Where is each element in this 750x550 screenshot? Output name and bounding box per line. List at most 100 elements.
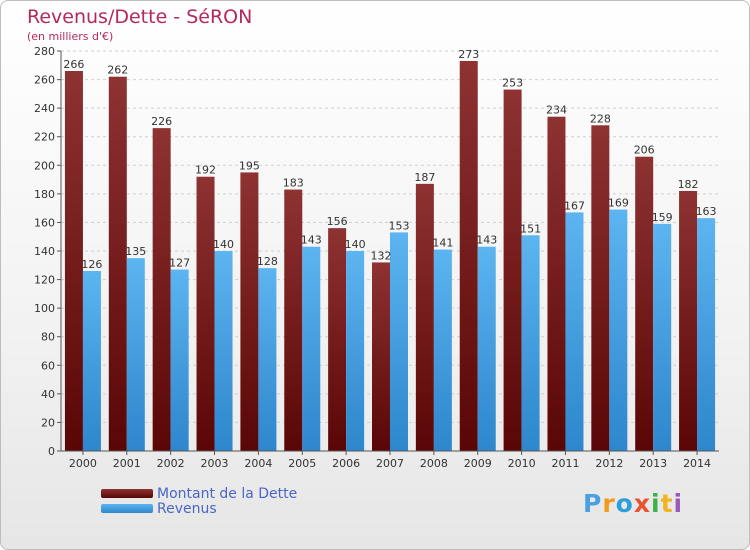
bar-revenue	[521, 235, 540, 451]
y-tick-label: 120	[34, 274, 55, 287]
data-label-revenue: 143	[476, 234, 497, 247]
bar-revenue	[258, 268, 277, 451]
bar-debt	[64, 71, 83, 451]
bars	[64, 61, 716, 452]
bar-debt	[635, 156, 654, 451]
y-tick-label: 240	[34, 102, 55, 115]
bar-debt	[547, 116, 566, 451]
bar-debt	[108, 76, 127, 451]
data-label-revenue: 141	[432, 237, 453, 250]
bar-debt	[503, 89, 522, 452]
bar-revenue	[346, 251, 365, 451]
data-label-debt: 226	[151, 115, 172, 128]
chart-title: Revenus/Dette - SéRON	[27, 6, 253, 28]
legend-label-revenue: Revenus	[157, 500, 217, 517]
legend-item-revenue: Revenus	[101, 500, 297, 517]
data-label-debt: 266	[63, 58, 84, 71]
bar-revenue	[609, 209, 628, 451]
data-label-debt: 234	[546, 104, 567, 117]
data-label-debt: 228	[590, 112, 611, 125]
x-tick-label: 2008	[420, 457, 448, 470]
data-label-revenue: 159	[652, 211, 673, 224]
y-tick-label: 220	[34, 131, 55, 144]
x-tick-label: 2003	[201, 457, 229, 470]
bar-debt	[591, 125, 610, 452]
data-label-debt: 253	[502, 77, 523, 90]
y-tick-label: 280	[34, 45, 55, 58]
x-tick-label: 2001	[113, 457, 141, 470]
y-tick-label: 200	[34, 159, 55, 172]
data-label-debt: 156	[327, 215, 348, 228]
bar-debt	[328, 228, 347, 451]
bar-revenue	[126, 258, 145, 451]
proxiti-logo: Proxiti	[583, 489, 684, 518]
bar-revenue	[214, 251, 233, 451]
bar-revenue	[82, 271, 101, 451]
data-label-debt: 192	[195, 164, 216, 177]
y-tick-label: 260	[34, 74, 55, 87]
bar-debt	[152, 128, 171, 451]
bar-revenue	[390, 232, 408, 451]
bar-revenue	[170, 269, 189, 451]
chart-subtitle: (en milliers d'€)	[27, 30, 114, 43]
x-tick-label: 2007	[376, 457, 404, 470]
bar-debt	[240, 172, 259, 451]
x-tick-label: 2010	[508, 457, 536, 470]
x-tick-label: 2002	[157, 457, 185, 470]
bar-revenue	[697, 218, 716, 451]
data-label-revenue: 126	[81, 258, 102, 271]
legend: Montant de la Dette Revenus	[101, 485, 298, 517]
bar-debt	[372, 262, 390, 451]
y-tick-label: 140	[34, 245, 55, 258]
y-tick-label: 80	[41, 331, 55, 344]
data-label-revenue: 140	[345, 238, 366, 251]
bar-revenue	[302, 246, 321, 451]
legend-swatch-revenue	[101, 504, 153, 513]
data-label-debt: 182	[678, 178, 699, 191]
x-tick-label: 2004	[244, 457, 272, 470]
x-tick-label: 2011	[551, 457, 579, 470]
bar-revenue	[433, 249, 452, 451]
bar-revenue	[565, 212, 584, 451]
x-tick-label: 2012	[595, 457, 623, 470]
x-tick-label: 2009	[464, 457, 492, 470]
data-label-revenue: 127	[169, 257, 190, 270]
y-tick-label: 180	[34, 188, 55, 201]
data-label-debt: 187	[414, 171, 435, 184]
data-label-debt: 183	[283, 177, 304, 190]
data-label-revenue: 143	[301, 234, 322, 247]
data-label-revenue: 153	[389, 219, 410, 232]
data-label-debt: 262	[107, 64, 128, 77]
x-tick-label: 2006	[332, 457, 360, 470]
x-tick-label: 2000	[69, 457, 97, 470]
y-tick-label: 20	[41, 416, 55, 429]
data-label-debt: 206	[634, 144, 655, 157]
bar-debt	[284, 189, 303, 452]
data-label-revenue: 163	[696, 205, 717, 218]
bar-debt	[196, 176, 215, 451]
legend-label-debt: Montant de la Dette	[157, 485, 298, 502]
data-label-revenue: 151	[520, 222, 541, 235]
data-label-revenue: 169	[608, 197, 629, 210]
axes: 0 20 40 60 80 100 120 140 160 180 200 220 240 260 280 2…	[34, 45, 719, 470]
bar-debt	[415, 183, 434, 451]
y-tick-label: 60	[41, 359, 55, 372]
bar-revenue	[653, 223, 672, 451]
bar-debt	[459, 61, 478, 451]
x-tick-label: 2005	[288, 457, 316, 470]
y-tick-label: 0	[48, 445, 55, 458]
y-tick-label: 160	[34, 216, 55, 229]
data-labels: 266 126 262 135 226 127 192 140 195 128 183 143 156 1…	[63, 48, 716, 271]
data-label-revenue: 140	[213, 238, 234, 251]
legend-item-debt: Montant de la Dette	[101, 485, 298, 502]
y-tick-label: 40	[41, 388, 55, 401]
legend-swatch-debt	[101, 489, 153, 498]
x-tick-label: 2013	[639, 457, 667, 470]
data-label-debt: 132	[371, 249, 392, 262]
data-label-revenue: 167	[564, 199, 585, 212]
bar-revenue	[477, 246, 496, 451]
data-label-revenue: 135	[125, 245, 146, 258]
data-label-revenue: 128	[257, 255, 278, 268]
